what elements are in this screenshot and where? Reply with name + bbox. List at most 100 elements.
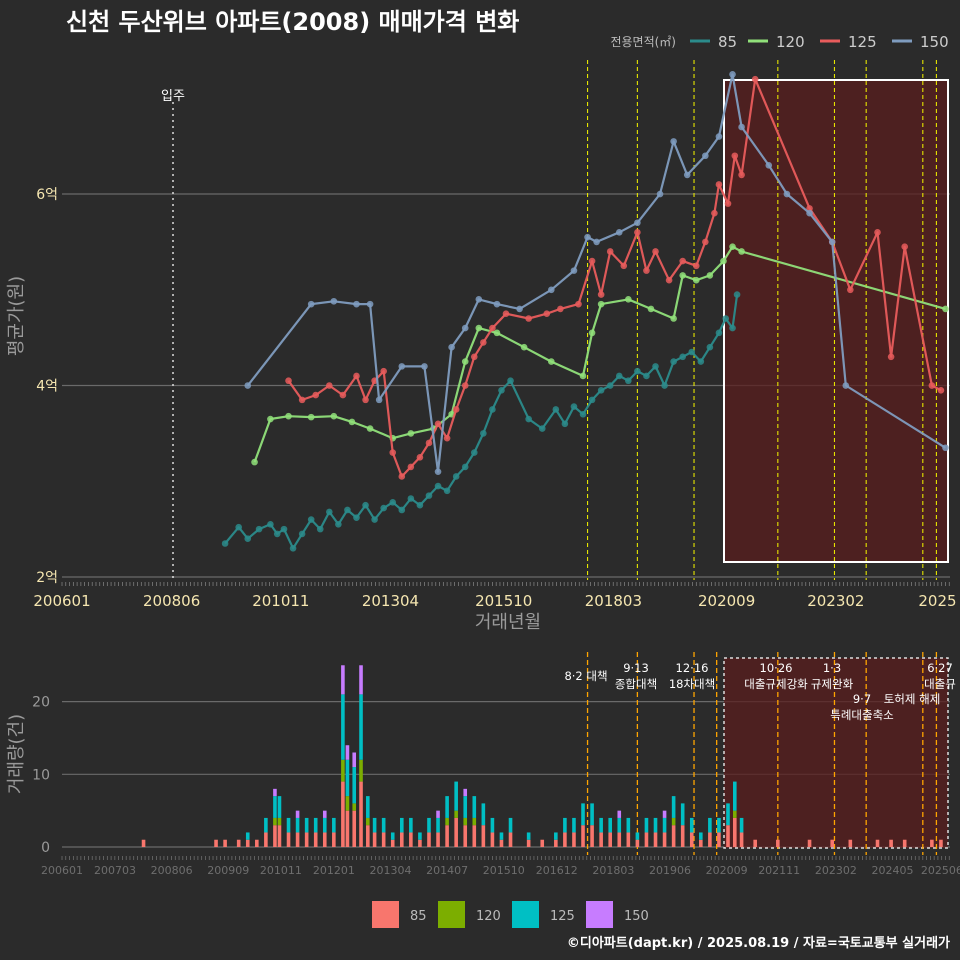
bar <box>436 817 440 833</box>
data-point <box>683 171 691 179</box>
data-point <box>312 391 320 399</box>
data-point <box>634 219 641 227</box>
series-150 <box>244 71 949 475</box>
x-minor-ticks <box>61 582 950 586</box>
data-point <box>647 305 655 313</box>
bar <box>526 839 531 847</box>
bar-x-tick-label: 201201 <box>313 864 355 877</box>
bar <box>352 767 357 804</box>
bar <box>726 803 730 826</box>
bar <box>608 817 613 833</box>
bar <box>345 810 350 847</box>
bar-stack <box>708 817 712 847</box>
highlight-region <box>723 79 949 563</box>
data-point <box>307 300 315 308</box>
data-point <box>362 501 369 509</box>
bar <box>590 803 594 826</box>
bar <box>454 810 458 818</box>
data-point <box>434 468 442 475</box>
bar <box>554 832 558 840</box>
data-point <box>389 449 397 456</box>
bar-x-tick-label: 202302 <box>815 864 857 877</box>
data-point <box>316 525 324 533</box>
bar <box>680 825 685 847</box>
data-point <box>548 358 555 365</box>
footer-credit: ©디아파트(dapt.kr) / 2025.08.19 / 자료=국토교통부 실… <box>567 935 950 951</box>
policy-date: 9·13 <box>623 661 649 675</box>
bar <box>776 839 780 847</box>
data-point <box>461 382 469 389</box>
bar <box>753 839 757 847</box>
bar-x-tick-label: 200909 <box>207 864 249 877</box>
data-point <box>679 272 686 279</box>
data-point <box>339 391 347 399</box>
data-point <box>425 439 433 447</box>
data-point <box>398 363 406 370</box>
data-point <box>480 430 487 437</box>
data-point <box>416 501 424 509</box>
series-line <box>224 294 739 550</box>
bar <box>499 839 504 847</box>
data-point <box>326 508 333 516</box>
bar <box>341 665 345 695</box>
bar-stack <box>141 839 146 847</box>
data-point <box>398 506 406 514</box>
bar-stack <box>662 810 667 847</box>
bar <box>875 839 880 847</box>
policy-desc: 대출규 <box>924 677 956 691</box>
bar <box>359 759 363 782</box>
bar-stack <box>366 796 370 847</box>
bar <box>807 839 812 847</box>
data-point <box>502 310 510 318</box>
policy-desc: 종합대책 <box>615 677 657 691</box>
x-tick-label: 201011 <box>252 592 309 610</box>
bar-stack <box>590 803 594 847</box>
policy-desc: 특례대출축소 <box>830 708 893 722</box>
data-point <box>901 243 908 250</box>
legend-item-150: 150 <box>892 33 949 51</box>
data-point <box>588 257 596 265</box>
data-point <box>366 425 374 432</box>
data-point <box>706 272 714 279</box>
data-point <box>715 181 723 188</box>
bar <box>563 817 567 833</box>
data-point <box>783 190 791 198</box>
data-point <box>593 238 600 246</box>
data-point <box>371 516 378 523</box>
bar <box>463 788 468 797</box>
data-point <box>221 540 229 547</box>
data-point <box>461 358 469 365</box>
bar-stack <box>563 817 567 847</box>
data-point <box>665 276 673 284</box>
data-point <box>729 71 736 78</box>
bar <box>563 832 567 847</box>
data-point <box>615 229 623 236</box>
data-point <box>389 499 397 506</box>
bar-stack <box>245 832 250 847</box>
bar <box>277 825 282 847</box>
bar-stack <box>273 788 277 847</box>
data-point <box>937 387 945 394</box>
bar <box>214 839 218 847</box>
bar-legend-label: 150 <box>624 909 649 924</box>
bar <box>472 817 477 826</box>
bar <box>341 694 345 760</box>
data-point <box>470 353 478 361</box>
data-point <box>597 300 605 308</box>
bar-stack <box>277 796 282 847</box>
policy-date: 12·16 <box>676 661 709 675</box>
bar-legend-item-125: 125 <box>512 901 575 928</box>
data-point <box>448 343 455 351</box>
data-point <box>489 406 496 413</box>
data-point <box>847 286 854 294</box>
bar-x-tick-label: 200601 <box>41 864 83 877</box>
policy-date: 9·7 <box>853 692 871 706</box>
x-tick-label: 202009 <box>698 592 755 610</box>
data-point <box>330 297 338 305</box>
bar <box>445 825 449 847</box>
bar <box>930 839 934 847</box>
bar <box>352 803 357 811</box>
bar <box>481 803 486 826</box>
bar <box>409 832 413 847</box>
bar <box>273 817 277 826</box>
